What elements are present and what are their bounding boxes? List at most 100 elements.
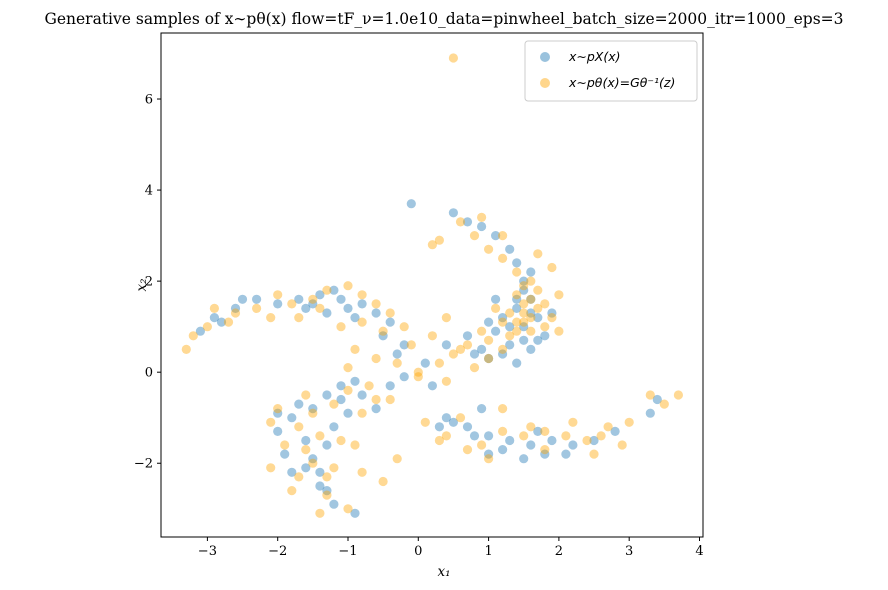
model-point-30 — [540, 445, 550, 455]
model-point-32 — [582, 435, 592, 446]
model-point-38 — [617, 440, 627, 450]
data-point-103 — [512, 294, 522, 304]
model-point-5 — [280, 440, 290, 450]
model-point-3 — [294, 472, 304, 482]
data-point-48 — [195, 326, 205, 336]
data-point-58 — [385, 317, 395, 327]
legend: x∼pX(x) x∼pθ(x)=Gθ⁻¹(z) — [524, 40, 698, 102]
model-point-125 — [301, 390, 311, 400]
model-point-105 — [526, 313, 536, 323]
legend-marker-data — [540, 52, 550, 62]
data-point-54 — [315, 290, 325, 300]
model-point-66 — [336, 322, 346, 332]
data-point-92 — [484, 353, 494, 364]
model-point-13 — [308, 458, 318, 468]
model-point-109 — [533, 285, 543, 295]
model-point-99 — [554, 290, 564, 300]
model-point-123 — [364, 381, 374, 391]
data-point-32 — [547, 435, 557, 446]
data-point-50 — [230, 303, 241, 313]
model-point-121 — [441, 313, 451, 323]
model-point-27 — [477, 440, 487, 450]
data-point-97 — [533, 335, 543, 345]
data-point-84 — [477, 221, 487, 232]
model-point-98 — [547, 262, 557, 273]
model-point-11 — [357, 408, 367, 418]
x-tick-label: 2 — [555, 544, 563, 559]
data-point-65 — [237, 294, 248, 304]
data-point-44 — [484, 449, 494, 459]
model-point-69 — [266, 313, 276, 323]
model-point-52 — [230, 308, 241, 318]
model-point-44 — [434, 435, 444, 446]
legend-label-data: x∼pX(x) — [568, 49, 621, 64]
model-point-97 — [533, 249, 543, 259]
data-point-3 — [301, 463, 311, 473]
model-point-48 — [181, 344, 191, 354]
model-point-118 — [455, 344, 466, 354]
data-point-52 — [273, 299, 283, 309]
x-tick-label: 4 — [695, 544, 703, 559]
data-point-59 — [322, 308, 332, 318]
data-point-2 — [315, 481, 325, 491]
model-point-23 — [315, 431, 325, 441]
data-point-34 — [589, 435, 599, 446]
y-tick-label: 2 — [145, 275, 153, 290]
data-point-30 — [505, 435, 515, 446]
model-point-42 — [498, 404, 508, 414]
data-point-26 — [427, 381, 437, 391]
model-point-8 — [308, 408, 318, 418]
model-point-100 — [547, 313, 557, 323]
data-point-4 — [280, 449, 290, 459]
data-point-47 — [533, 426, 543, 436]
model-point-120 — [427, 240, 437, 250]
model-point-50 — [202, 322, 212, 332]
data-point-39 — [498, 445, 508, 455]
model-point-83 — [505, 331, 515, 341]
model-point-85 — [519, 308, 529, 318]
y-axis-ticks: −2 0 2 4 6 — [134, 93, 161, 472]
data-point-13 — [301, 435, 311, 446]
model-point-14 — [287, 486, 297, 496]
data-point-83 — [491, 231, 501, 241]
model-point-12 — [336, 435, 346, 446]
data-point-64 — [216, 317, 227, 327]
data-point-66 — [329, 285, 339, 295]
model-point-104 — [533, 303, 543, 313]
y-tick-label: 0 — [145, 366, 153, 381]
data-point-51 — [252, 294, 262, 304]
model-point-92 — [455, 217, 466, 227]
y-tick-label: −2 — [134, 457, 153, 472]
data-point-46 — [477, 404, 487, 414]
data-point-94 — [519, 285, 529, 295]
data-point-49 — [209, 313, 219, 323]
data-point-88 — [533, 313, 543, 323]
model-point-103 — [526, 326, 536, 336]
y-tick-label: 6 — [145, 93, 153, 108]
data-point-96 — [505, 322, 515, 332]
x-tick-label: 3 — [625, 544, 633, 559]
data-point-14 — [315, 467, 325, 477]
data-point-40 — [469, 431, 480, 441]
model-point-101 — [554, 326, 564, 336]
data-point-104 — [526, 308, 536, 318]
model-point-43 — [462, 445, 473, 455]
data-point-19 — [308, 454, 318, 464]
data-point-99 — [491, 294, 501, 304]
data-point-11 — [343, 408, 353, 418]
data-point-12 — [329, 422, 339, 432]
model-point-26 — [455, 413, 466, 423]
data-point-71 — [441, 340, 451, 350]
x-tick-label: 0 — [414, 544, 422, 559]
model-point-55 — [287, 299, 297, 309]
model-point-70 — [223, 317, 234, 327]
model-point-25 — [441, 431, 451, 441]
data-point-76 — [505, 340, 515, 350]
data-point-45 — [434, 422, 444, 432]
data-point-101 — [484, 317, 494, 327]
model-point-2 — [322, 490, 332, 500]
data-point-100 — [469, 349, 480, 359]
data-point-68 — [308, 299, 318, 309]
model-point-88 — [512, 267, 522, 277]
